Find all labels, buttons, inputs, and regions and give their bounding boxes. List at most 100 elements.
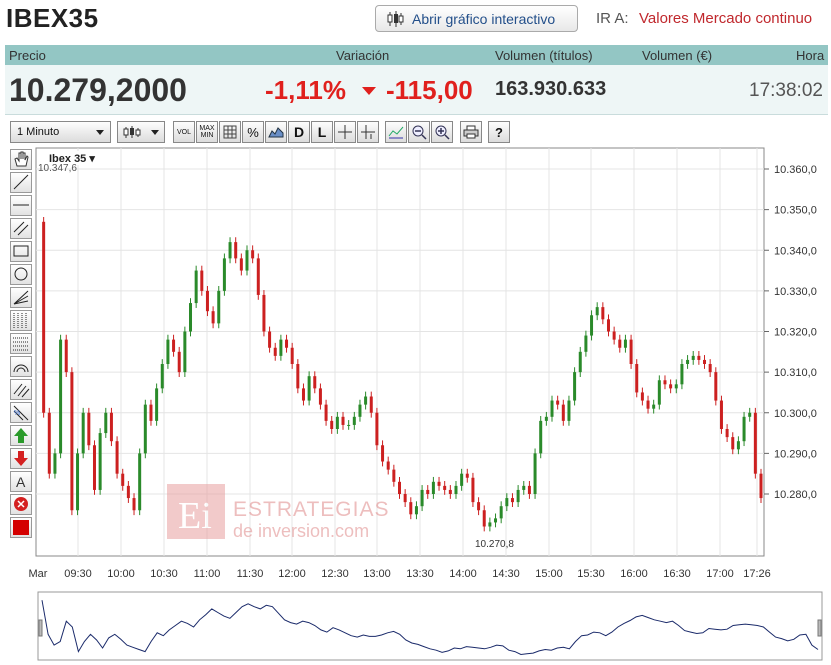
color-icon bbox=[13, 520, 29, 535]
zoom-out-button[interactable] bbox=[408, 121, 430, 143]
candle-body bbox=[375, 412, 379, 446]
delete-icon bbox=[14, 497, 28, 511]
candle-body bbox=[573, 372, 577, 401]
candle-body bbox=[652, 404, 656, 409]
y-tick-label: 10.320,0 bbox=[774, 327, 817, 339]
candle-body bbox=[488, 522, 492, 527]
candle-body bbox=[59, 339, 63, 454]
candle-body bbox=[290, 347, 294, 364]
x-tick-label: 16:30 bbox=[663, 568, 691, 580]
help-button[interactable]: ? bbox=[488, 121, 510, 143]
x-tick-label: 14:30 bbox=[492, 568, 520, 580]
volume-button[interactable]: VOL bbox=[173, 121, 195, 143]
candle-body bbox=[200, 270, 204, 291]
text-tool-button[interactable]: A bbox=[10, 471, 32, 492]
x-tick-label: 17:26 bbox=[743, 568, 771, 580]
candle-body bbox=[420, 489, 424, 507]
gann-icon: % bbox=[13, 405, 29, 421]
candle-body bbox=[527, 485, 531, 494]
candle-body bbox=[189, 303, 193, 332]
candle-body bbox=[92, 445, 96, 490]
page-title: IBEX35 bbox=[6, 3, 99, 33]
hand-tool-button[interactable] bbox=[10, 149, 32, 170]
candle-body bbox=[663, 380, 667, 385]
candle-body bbox=[482, 510, 486, 527]
delete-tool-button[interactable] bbox=[10, 494, 32, 515]
buy-arrow-icon bbox=[14, 428, 28, 443]
candle-body bbox=[471, 477, 475, 503]
area-chart-button[interactable] bbox=[265, 121, 287, 143]
x-tick-label: 15:30 bbox=[577, 568, 605, 580]
y-tick-label: 10.340,0 bbox=[774, 245, 817, 257]
candle-body bbox=[42, 221, 46, 413]
rectangle-tool-button[interactable] bbox=[10, 241, 32, 262]
print-icon bbox=[463, 125, 479, 139]
grid-button[interactable] bbox=[219, 121, 241, 143]
candle-body bbox=[183, 331, 187, 373]
chart-type-icon bbox=[268, 127, 284, 138]
overview-panel bbox=[37, 591, 823, 661]
candle-body bbox=[460, 473, 464, 486]
x-tick-label: 11:30 bbox=[237, 568, 264, 580]
candle-body bbox=[426, 489, 430, 494]
parallel-lines-tool-button[interactable] bbox=[10, 379, 32, 400]
gann-tool-button[interactable]: % bbox=[10, 402, 32, 423]
change-percent: -1,11% bbox=[265, 75, 346, 105]
buy-arrow-tool-button[interactable] bbox=[10, 425, 32, 446]
quote-values: 10.279,2000 -1,11% -115,00 163.930.633 1… bbox=[5, 65, 828, 115]
sell-arrow-icon bbox=[14, 451, 28, 466]
chart-type-select[interactable] bbox=[117, 121, 165, 143]
percent-button[interactable]: % bbox=[242, 121, 264, 143]
circle-tool-button[interactable] bbox=[10, 264, 32, 285]
interval-select[interactable]: 1 Minuto bbox=[10, 121, 111, 143]
overview-right-handle bbox=[817, 619, 822, 637]
chevron-down-icon bbox=[96, 129, 104, 135]
fibonacci-tool-button[interactable] bbox=[10, 310, 32, 331]
open-interactive-chart-button[interactable]: Abrir gráfico interactivo bbox=[375, 5, 578, 32]
zoom-in-button[interactable] bbox=[431, 121, 453, 143]
change-absolute: -115,00 bbox=[386, 75, 473, 105]
candle-body bbox=[748, 412, 752, 417]
channel-icon bbox=[13, 221, 29, 236]
arc-tool-button[interactable] bbox=[10, 356, 32, 377]
horizontal-line-tool-button[interactable] bbox=[10, 195, 32, 216]
channel-tool-button[interactable] bbox=[10, 218, 32, 239]
candle-body bbox=[618, 339, 622, 348]
candle-body bbox=[635, 364, 639, 393]
l-button[interactable]: L bbox=[311, 121, 333, 143]
sell-arrow-tool-button[interactable] bbox=[10, 448, 32, 469]
line-tool-button[interactable] bbox=[10, 172, 32, 193]
candle-body bbox=[708, 364, 712, 373]
candle-body bbox=[330, 420, 334, 429]
crosshair-plus-button[interactable] bbox=[357, 121, 379, 143]
go-to-link[interactable]: Valores Mercado continuo bbox=[639, 10, 813, 27]
min-value-label: 10.270,8 bbox=[475, 539, 514, 550]
max-min-button[interactable]: MAX MIN bbox=[196, 121, 218, 143]
fan-icon bbox=[13, 290, 29, 305]
x-tick-label: 12:00 bbox=[278, 568, 306, 580]
candle-body bbox=[544, 416, 548, 421]
color-tool-button[interactable] bbox=[10, 517, 32, 538]
trend-button[interactable] bbox=[385, 121, 407, 143]
candle-body bbox=[465, 473, 469, 478]
candle-body bbox=[606, 319, 610, 332]
crosshair-button[interactable] bbox=[334, 121, 356, 143]
parallel-lines-icon bbox=[13, 383, 30, 398]
candle-body bbox=[392, 469, 396, 482]
fan-tool-button[interactable] bbox=[10, 287, 32, 308]
x-tick-label: 17:00 bbox=[706, 568, 734, 580]
rectangle-icon bbox=[13, 245, 29, 257]
x-tick-label: 16:00 bbox=[620, 568, 648, 580]
candle-body bbox=[697, 355, 701, 360]
candle-body bbox=[81, 412, 85, 454]
candle-body bbox=[87, 412, 91, 446]
retracement-tool-button[interactable] bbox=[10, 333, 32, 354]
watermark-line1: ESTRATEGIAS bbox=[233, 498, 389, 521]
candle-body bbox=[612, 331, 616, 340]
candle-body bbox=[155, 388, 159, 421]
volume-titles-header: Volumen (títulos) bbox=[495, 48, 593, 63]
print-button[interactable] bbox=[460, 121, 482, 143]
d-button[interactable]: D bbox=[288, 121, 310, 143]
svg-text:A: A bbox=[16, 474, 26, 490]
